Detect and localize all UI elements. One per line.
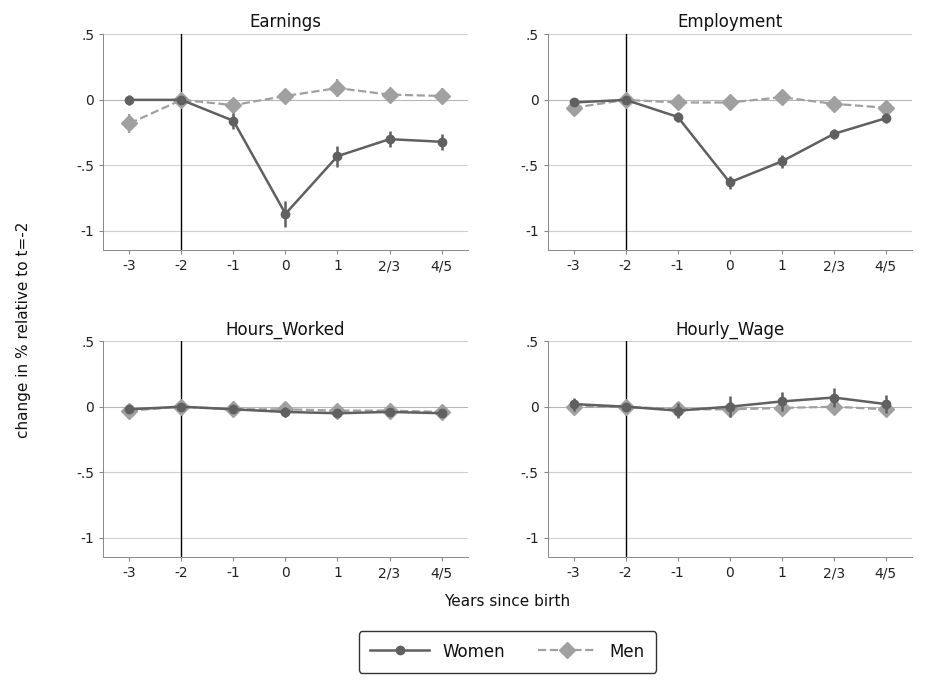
Title: Hourly_Wage: Hourly_Wage bbox=[675, 321, 784, 338]
Title: Employment: Employment bbox=[677, 14, 782, 32]
Title: Earnings: Earnings bbox=[249, 14, 321, 32]
Title: Hours_Worked: Hours_Worked bbox=[226, 321, 345, 338]
Text: change in % relative to t=-2: change in % relative to t=-2 bbox=[16, 222, 31, 438]
Text: Years since birth: Years since birth bbox=[445, 594, 571, 610]
Legend: Women, Men: Women, Men bbox=[359, 632, 656, 673]
